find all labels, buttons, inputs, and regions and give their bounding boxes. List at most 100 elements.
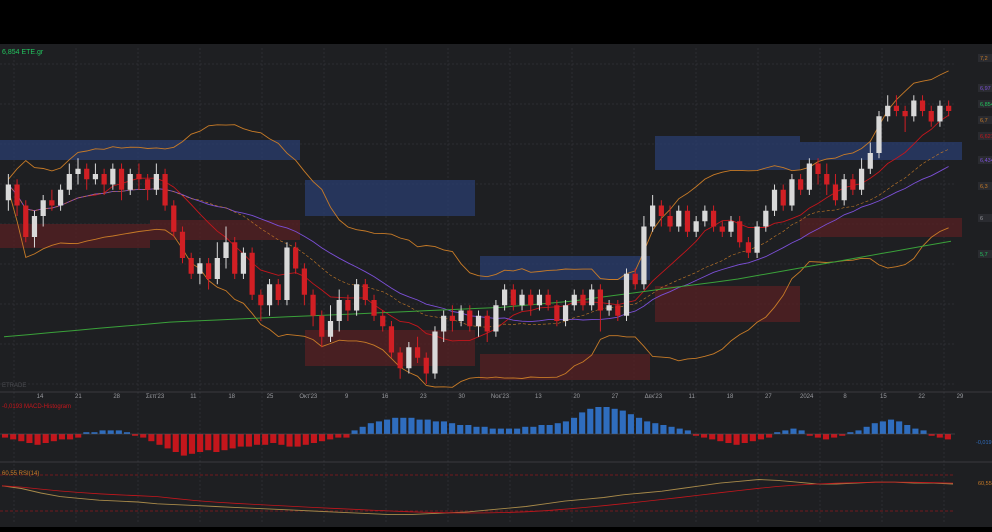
- candle-body: [667, 216, 673, 227]
- macd-bar: [188, 434, 196, 454]
- candle-body: [249, 252, 255, 295]
- watermark: ETRADE: [2, 383, 26, 389]
- rsi-label: 60,55 RSI(14): [2, 471, 39, 477]
- macd-bar: [562, 421, 569, 434]
- macd-bar: [904, 425, 911, 434]
- price-zone: [480, 256, 650, 280]
- macd-bar: [644, 421, 651, 434]
- macd-bar: [701, 434, 708, 438]
- macd-bar: [766, 434, 773, 438]
- rsi-last-label: 60,55: [978, 481, 992, 487]
- macd-bar: [822, 434, 830, 440]
- macd-bar: [757, 434, 765, 440]
- price-label-box: [978, 250, 992, 258]
- candle-body: [519, 294, 525, 306]
- candle-body: [14, 184, 20, 206]
- stock-chart[interactable]: 14 21 28 Σεπ'23 11 18 25 Οκτ'23 9 16 23 30 Νοε'23 13 2…: [0, 44, 992, 527]
- x-tick-label: 18: [228, 394, 235, 400]
- macd-bar: [400, 417, 407, 434]
- macd-bar: [579, 412, 586, 434]
- macd-bar: [920, 430, 927, 434]
- candle-body: [127, 174, 133, 190]
- macd-bar: [522, 426, 529, 434]
- macd-bar: [172, 434, 179, 452]
- x-tick-label: Οκτ'23: [299, 394, 318, 400]
- macd-bar: [774, 432, 781, 434]
- candle-body: [858, 168, 865, 190]
- rsi-panel: [0, 474, 955, 516]
- price-label-box: [978, 116, 992, 124]
- candle-body: [728, 221, 734, 232]
- candle-body: [946, 105, 952, 111]
- candle-body: [850, 179, 856, 190]
- macd-bar: [262, 434, 269, 445]
- macd-bar: [709, 434, 716, 440]
- x-tick-label: 21: [75, 394, 82, 400]
- macd-bar: [847, 432, 854, 434]
- candle-body: [23, 205, 29, 237]
- candle-body: [40, 200, 46, 216]
- macd-bar: [197, 434, 204, 452]
- candle-body: [66, 174, 72, 190]
- macd-bar: [636, 417, 643, 434]
- macd-bar: [123, 432, 131, 434]
- candle-body: [719, 226, 725, 232]
- macd-bar: [660, 425, 667, 434]
- macd-bar: [375, 421, 382, 434]
- macd-bar: [928, 434, 935, 436]
- x-tick-label: 20: [573, 394, 580, 400]
- candle-body: [580, 294, 586, 306]
- macd-bar: [741, 434, 748, 443]
- macd-bar: [229, 434, 236, 449]
- macd-bar: [896, 421, 903, 434]
- macd-bar: [879, 421, 886, 434]
- x-tick-label: 9: [345, 394, 349, 400]
- macd-bar: [692, 434, 699, 436]
- candle-body: [223, 242, 229, 258]
- macd-bar: [749, 434, 756, 442]
- macd-bar: [944, 434, 951, 440]
- candle-body: [423, 357, 429, 374]
- macd-bar: [611, 408, 618, 434]
- candle-body: [493, 305, 499, 332]
- macd-bar: [351, 430, 358, 434]
- candle-body: [301, 268, 307, 295]
- price-axis-label: 7,2: [980, 56, 988, 62]
- candle-body: [885, 105, 891, 117]
- macd-bar: [668, 426, 675, 434]
- macd-bar: [505, 428, 513, 434]
- x-tick-label: 22: [918, 394, 925, 400]
- macd-bar: [514, 428, 521, 434]
- candle-body: [275, 284, 281, 300]
- candle-body: [345, 300, 351, 311]
- chart-canvas[interactable]: 14 21 28 Σεπ'23 11 18 25 Οκτ'23 9 16 23 30 Νοε'23 13 2…: [0, 44, 992, 527]
- candle-body: [737, 221, 743, 243]
- candle-body: [928, 111, 934, 122]
- candle-body: [75, 168, 81, 174]
- macd-bar: [83, 432, 90, 434]
- macd-bar: [619, 410, 626, 434]
- candle-body: [937, 105, 943, 122]
- grid-lines: [0, 48, 992, 524]
- candle-body: [693, 221, 699, 232]
- macd-bar: [538, 425, 545, 434]
- candle-body: [658, 205, 664, 216]
- macd-bar: [237, 434, 244, 447]
- x-tick-label: 28: [113, 394, 120, 400]
- candle-body: [841, 179, 847, 201]
- macd-bar: [570, 417, 578, 434]
- candle-body: [632, 273, 638, 285]
- macd-bar: [424, 419, 431, 434]
- macd-bar: [554, 423, 561, 434]
- price-label-box: [978, 54, 992, 62]
- macd-bar: [221, 434, 228, 451]
- price-label-box: [978, 100, 992, 108]
- candle-body: [57, 189, 64, 206]
- macd-bar: [790, 428, 797, 434]
- candle-body: [754, 226, 760, 253]
- candle-body: [815, 163, 821, 174]
- candle-body: [824, 174, 830, 185]
- price-axis-label: 6,7: [980, 118, 988, 124]
- candle-body: [798, 179, 804, 190]
- candle-body: [284, 247, 290, 300]
